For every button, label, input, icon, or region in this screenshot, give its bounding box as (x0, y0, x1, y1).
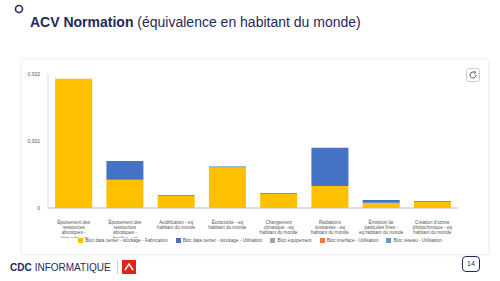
svg-text:Création d'ozonephotochimique: Création d'ozonephotochimique - eqhabita… (413, 220, 453, 235)
svg-text:0,001: 0,001 (27, 138, 40, 144)
svg-text:Radiationsionisantes - eqhabit: Radiationsionisantes - eqhabitant du mon… (311, 220, 350, 235)
html-text:Bloc interface - Utilisation: Bloc interface - Utilisation (326, 238, 379, 243)
svg-text:Épuisement desressourcesabioti: Épuisement desressourcesabiotiques -foss… (106, 219, 145, 238)
html-text:14: 14 (467, 260, 475, 267)
svg-text:Émission departicules fines -e: Émission departicules fines -eq habitant… (359, 219, 404, 235)
html-text:Bloc data center - stockage -: Bloc data center - stockage - Utilisatio… (182, 238, 263, 243)
svg-text:Acidification - eqhabitant du: Acidification - eqhabitant du monde (157, 220, 196, 230)
html-text:CDC INFORMATIQUE: CDC INFORMATIQUE (10, 261, 111, 273)
svg-text:Épuisement desressourcesabioti: Épuisement desressourcesabiotiques -élém… (55, 219, 94, 238)
html-text:Bloc data center - stockage -: Bloc data center - stockage - Fabricatio… (85, 238, 168, 243)
svg-text:Écotoxicité - eqhabitant du mo: Écotoxicité - eqhabitant du monde (208, 219, 247, 230)
html-text:ACV Normation (équivalence en: ACV Normation (équivalence en habitant d… (30, 14, 361, 30)
svg-text:Changementclimatique - eqhabit: Changementclimatique - eqhabitant du mon… (260, 220, 299, 235)
html-text:Bloc réseau - Utilisation: Bloc réseau - Utilisation (393, 238, 442, 243)
svg-text:0,002: 0,002 (27, 71, 40, 77)
html-text:Bloc équipement: Bloc équipement (277, 238, 312, 243)
svg-text:0: 0 (37, 205, 40, 211)
